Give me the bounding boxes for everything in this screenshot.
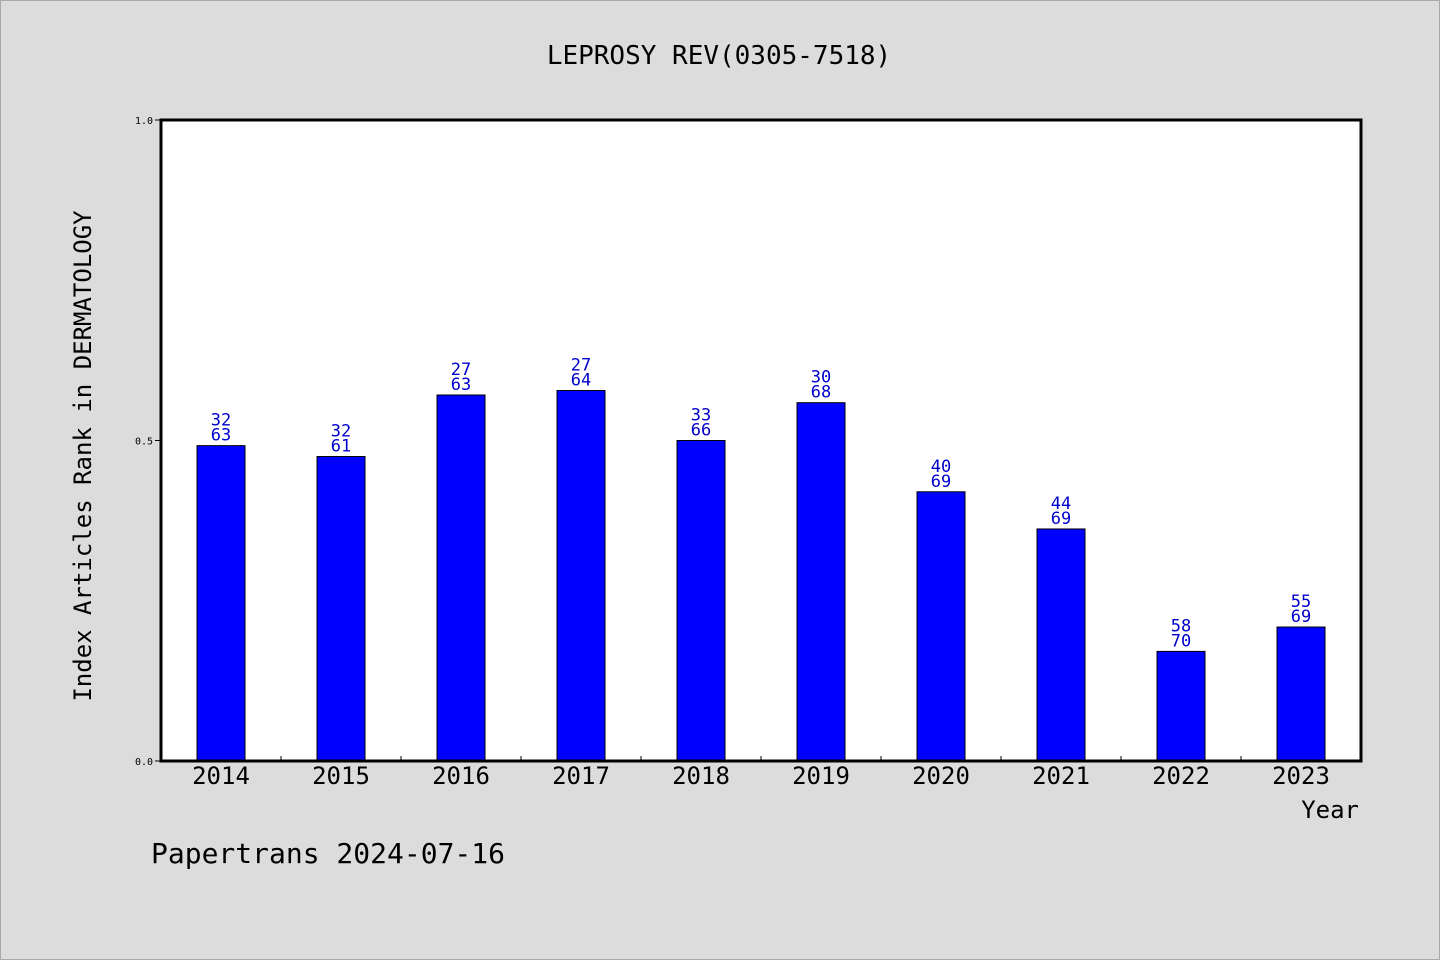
y-tick-label-1.0: 1.0 xyxy=(135,116,153,127)
total-label-2021: 69 xyxy=(1051,509,1071,529)
x-tick-label-2019: 2019 xyxy=(792,762,850,790)
rank-label-2017: 27 xyxy=(571,356,591,376)
rank-label-2016: 27 xyxy=(451,360,471,380)
y-ticks-group: 0.0 0.5 1.0 xyxy=(135,116,161,768)
bar-2016 xyxy=(436,394,486,762)
rank-label-2014: 32 xyxy=(211,411,231,431)
total-label-2020: 69 xyxy=(931,472,951,492)
rank-label-2022: 58 xyxy=(1171,616,1191,636)
bar-2019 xyxy=(796,402,846,762)
bar-2015 xyxy=(316,456,366,762)
x-ticks-group: 2014 2015 2016 2017 2018 2019 2020 2021 2022 2023 xyxy=(192,756,1330,790)
bar-2021 xyxy=(1036,528,1086,762)
plot-frame xyxy=(159,118,1363,763)
x-tick-label-2014: 2014 xyxy=(192,762,250,790)
rank-label-2020: 40 xyxy=(931,457,951,477)
y-tick-label-0.5: 0.5 xyxy=(135,437,153,448)
bars-group xyxy=(196,390,1326,762)
total-label-2019: 68 xyxy=(811,383,831,403)
y-tick-label-0.0: 0.0 xyxy=(135,757,153,768)
rank-label-2015: 32 xyxy=(331,422,351,442)
y-axis-label: Index Articles Rank in DERMATOLOGY xyxy=(69,210,97,702)
x-tick-label-2021: 2021 xyxy=(1032,762,1090,790)
x-tick-label-2017: 2017 xyxy=(552,762,610,790)
footer-text: Papertrans 2024-07-16 xyxy=(151,837,505,870)
rank-label-2023: 55 xyxy=(1291,592,1311,612)
bar-2023 xyxy=(1276,626,1326,762)
rank-label-2021: 44 xyxy=(1051,494,1071,514)
bar-2018 xyxy=(676,440,726,762)
bar-2014 xyxy=(196,445,246,762)
x-tick-label-2018: 2018 xyxy=(672,762,730,790)
total-label-2018: 66 xyxy=(691,421,711,441)
total-label-2017: 64 xyxy=(571,371,591,391)
chart-title: LEPROSY REV(0305-7518) xyxy=(547,41,891,71)
total-label-2022: 70 xyxy=(1171,631,1191,651)
total-label-2014: 63 xyxy=(211,426,231,446)
bar-2022 xyxy=(1156,650,1206,762)
total-label-2015: 61 xyxy=(331,437,351,457)
bar-2020 xyxy=(916,491,966,762)
rank-label-2018: 33 xyxy=(691,406,711,426)
x-tick-label-2015: 2015 xyxy=(312,762,370,790)
x-tick-label-2022: 2022 xyxy=(1152,762,1210,790)
x-tick-label-2020: 2020 xyxy=(912,762,970,790)
x-tick-label-2016: 2016 xyxy=(432,762,490,790)
rank-label-2019: 30 xyxy=(811,368,831,388)
bar-2017 xyxy=(556,390,606,762)
total-label-2016: 63 xyxy=(451,375,471,395)
x-tick-label-2023: 2023 xyxy=(1272,762,1330,790)
x-axis-label: Year xyxy=(1301,796,1359,824)
total-label-2023: 69 xyxy=(1291,607,1311,627)
